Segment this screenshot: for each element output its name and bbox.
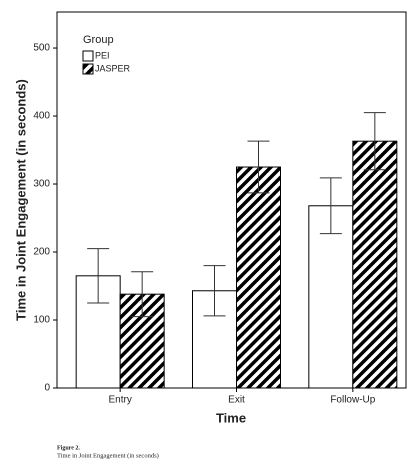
y-axis-label: Time in Joint Engagement (in seconds)	[13, 79, 28, 321]
y-tick-label: 400	[33, 111, 50, 122]
x-tick-label: Entry	[108, 395, 131, 406]
y-tick-label: 500	[33, 43, 50, 54]
x-tick-label: Exit	[228, 395, 245, 406]
legend-swatch	[82, 63, 94, 75]
caption-label: Figure 2.	[57, 445, 80, 451]
y-tick-label: 200	[33, 247, 50, 258]
x-tick-label: Follow-Up	[330, 395, 375, 406]
y-tick-label: 300	[33, 179, 50, 190]
caption-text: Time in Joint Engagement (in seconds)	[57, 452, 159, 459]
legend-swatch	[82, 50, 94, 62]
legend-title: Group	[83, 34, 114, 46]
y-tick-label: 100	[33, 315, 50, 326]
legend-label: PEI	[95, 50, 110, 60]
y-tick-label: 0	[44, 383, 50, 394]
bar	[236, 166, 281, 389]
legend-label: JASPER	[95, 63, 131, 73]
bar	[352, 140, 398, 389]
x-axis-label: Time	[216, 410, 246, 425]
